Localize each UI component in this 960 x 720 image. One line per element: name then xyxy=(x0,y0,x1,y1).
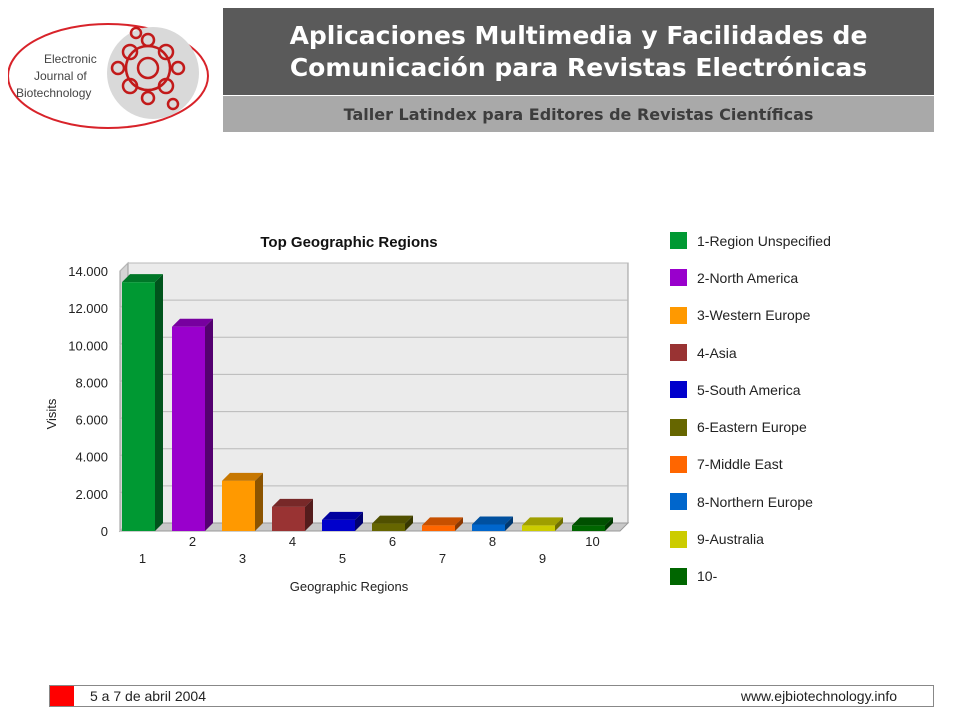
bar xyxy=(522,525,555,531)
bar-top xyxy=(522,517,563,526)
bar xyxy=(222,480,255,531)
bar-top xyxy=(272,498,313,507)
legend-item: 10- xyxy=(670,558,890,595)
legend-swatch xyxy=(670,269,687,287)
legend-item: 9-Australia xyxy=(670,520,890,557)
footer-url[interactable]: www.ejbiotechnology.info xyxy=(740,688,897,704)
bar-top xyxy=(122,274,163,283)
bar-top xyxy=(222,472,263,481)
bar-side xyxy=(455,517,463,531)
x-tick-label: 7 xyxy=(439,551,446,566)
y-tick-label: 6.000 xyxy=(75,413,108,428)
legend-label: 9-Australia xyxy=(697,531,764,548)
legend-swatch xyxy=(670,344,687,362)
grid-line-side xyxy=(119,262,129,272)
bar-side xyxy=(305,498,313,531)
legend-swatch xyxy=(670,381,687,399)
bar xyxy=(422,525,455,531)
x-tick-label: 5 xyxy=(339,551,346,566)
bar-side xyxy=(255,472,263,531)
chart-legend: 1-Region Unspecified 2-North America 3-Wes… xyxy=(670,222,890,595)
legend-item: 7-Middle East xyxy=(670,446,890,483)
plot-area: 0 2.000 4.000 6.000 8.000 10.000 12.000 14.000 1… xyxy=(68,261,630,566)
legend-item: 8-Northern Europe xyxy=(670,483,890,520)
bar xyxy=(122,282,155,531)
legend-item: 6-Eastern Europe xyxy=(670,408,890,445)
legend-label: 6-Eastern Europe xyxy=(697,419,807,436)
y-tick-label: 2.000 xyxy=(75,487,108,502)
y-tick-label: 14.000 xyxy=(68,264,108,279)
legend-item: 1-Region Unspecified xyxy=(670,222,890,259)
bar-side xyxy=(355,511,363,531)
header-title-line-2: Comunicación para Revistas Electrónicas xyxy=(289,52,868,82)
header-title-bar: Aplicaciones Multimedia y Facilidades de… xyxy=(223,8,934,95)
legend-label: 1-Region Unspecified xyxy=(697,232,831,249)
x-tick-label: 10 xyxy=(585,534,599,549)
header-title-line-1: Aplicaciones Multimedia y Facilidades de xyxy=(289,20,868,50)
logo-line-3: Biotechnology xyxy=(16,86,91,100)
bar-top xyxy=(572,517,613,526)
legend-swatch xyxy=(670,306,687,324)
bar-side xyxy=(155,274,163,531)
bar-top xyxy=(422,517,463,526)
legend-swatch xyxy=(670,530,687,548)
molecule-icon xyxy=(110,26,186,111)
footer-bar: 5 a 7 de abril 2004 www.ejbiotechnology.… xyxy=(49,685,934,707)
y-axis-label: Visits xyxy=(44,398,59,429)
bar-side xyxy=(405,515,413,531)
bar xyxy=(172,326,205,531)
journal-logo: Electronic Journal of Biotechnology xyxy=(8,23,209,129)
logo-line-2: Journal of xyxy=(34,69,87,83)
legend-item: 2-North America xyxy=(670,259,890,296)
bar xyxy=(372,523,405,531)
legend-swatch xyxy=(670,567,687,585)
legend-swatch xyxy=(670,493,687,511)
bar-side xyxy=(205,318,213,531)
legend-item: 4-Asia xyxy=(670,334,890,371)
x-tick-label: 2 xyxy=(189,534,196,549)
x-axis-label: Geographic Regions xyxy=(290,579,409,594)
bar xyxy=(272,506,305,531)
y-tick-label: 8.000 xyxy=(75,375,108,390)
y-tick-label: 12.000 xyxy=(68,301,108,316)
x-tick-label: 4 xyxy=(289,534,296,549)
bar-top xyxy=(322,511,363,520)
legend-label: 2-North America xyxy=(697,269,799,286)
bar-top xyxy=(472,516,513,525)
bar xyxy=(322,519,355,531)
bar-top xyxy=(372,515,413,524)
bar-side xyxy=(555,517,563,531)
y-tick-label: 0 xyxy=(101,524,108,539)
x-tick-label: 6 xyxy=(389,534,396,549)
legend-label: 5-South America xyxy=(697,381,801,398)
legend-swatch xyxy=(670,455,687,473)
y-tick-label: 4.000 xyxy=(75,450,108,465)
legend-label: 3-Western Europe xyxy=(697,307,811,324)
bar-side xyxy=(605,517,613,531)
bar-chart: Top Geographic Regions Visits Geographic… xyxy=(44,234,630,594)
x-tick-label: 1 xyxy=(139,551,146,566)
legend-label: 7-Middle East xyxy=(697,456,783,473)
logo-line-1: Electronic xyxy=(44,52,97,66)
legend-label: 4-Asia xyxy=(697,344,737,361)
chart-title: Top Geographic Regions xyxy=(260,234,437,251)
legend-label: 8-Northern Europe xyxy=(697,493,813,510)
legend-item: 5-South America xyxy=(670,371,890,408)
footer-accent-mark xyxy=(50,686,74,706)
legend-swatch xyxy=(670,232,687,250)
header-subtitle: Taller Latindex para Editores de Revista… xyxy=(223,96,934,132)
legend-item: 3-Western Europe xyxy=(670,297,890,334)
bar xyxy=(472,524,505,531)
bar-side xyxy=(505,516,513,531)
bar-top xyxy=(172,318,213,327)
y-tick-label: 10.000 xyxy=(68,338,108,353)
legend-swatch xyxy=(670,418,687,436)
x-tick-label: 3 xyxy=(239,551,246,566)
x-tick-label: 9 xyxy=(539,551,546,566)
bar xyxy=(572,525,605,531)
footer-date: 5 a 7 de abril 2004 xyxy=(90,688,206,704)
legend-label: 10- xyxy=(697,568,718,585)
x-tick-label: 8 xyxy=(489,534,496,549)
